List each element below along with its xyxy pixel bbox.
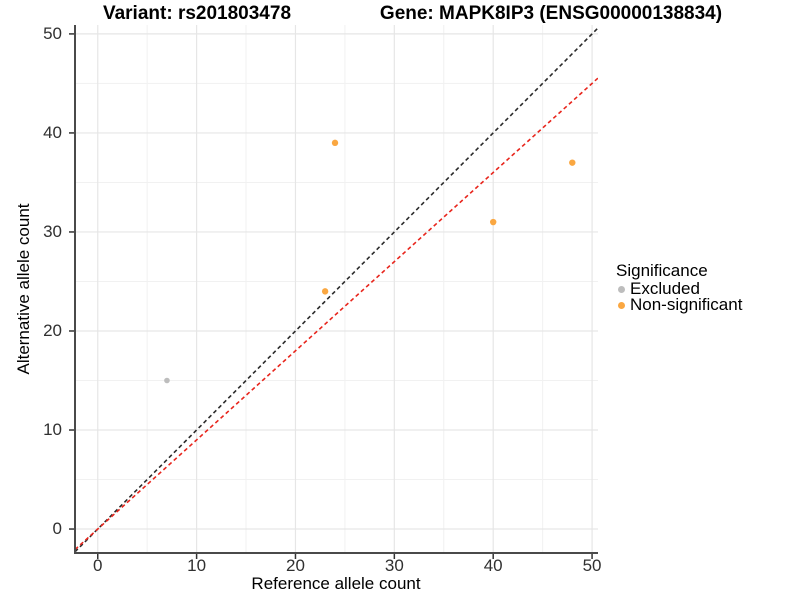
y-tick-label: 50 bbox=[43, 23, 62, 43]
x-tick-label: 50 bbox=[582, 556, 602, 575]
y-tick-label: 40 bbox=[43, 122, 62, 142]
x-tick-label: 10 bbox=[187, 556, 207, 575]
x-axis-title: Reference allele count bbox=[251, 574, 421, 593]
x-tick-label: 0 bbox=[93, 556, 103, 575]
gene-title: Gene: MAPK8IP3 (ENSG00000138834) bbox=[379, 3, 723, 24]
data-point-non-significant bbox=[490, 218, 497, 226]
legend-dot-icon bbox=[618, 301, 625, 309]
legend-dot-icon bbox=[618, 285, 625, 293]
legend-item-label: Non-significant bbox=[630, 295, 743, 314]
y-tick-label: 10 bbox=[43, 420, 62, 439]
data-point-non-significant bbox=[331, 139, 339, 147]
variant-title: Variant: rs201803478 bbox=[102, 3, 292, 24]
data-point-non-significant bbox=[321, 288, 329, 295]
identity-line bbox=[75, 27, 598, 553]
data-point-non-significant bbox=[569, 159, 576, 166]
data-point-excluded bbox=[164, 377, 170, 384]
x-tick-label: 20 bbox=[286, 556, 305, 575]
legend: Significance Excluded Non-significant bbox=[616, 261, 743, 314]
ratio-line bbox=[75, 77, 598, 551]
legend-item-non-significant: Non-significant bbox=[616, 295, 743, 314]
x-tick-label: 30 bbox=[384, 556, 404, 575]
legend-item-label: Excluded bbox=[630, 279, 700, 298]
x-tick-label: 40 bbox=[483, 556, 503, 575]
legend-title: Significance bbox=[616, 261, 708, 280]
y-tick-label: 20 bbox=[43, 320, 62, 340]
y-tick-label: 30 bbox=[43, 221, 62, 241]
legend-items: Excluded Non-significant bbox=[616, 279, 743, 314]
legend-item-excluded: Excluded bbox=[616, 279, 742, 298]
y-tick-label: 0 bbox=[52, 519, 62, 539]
